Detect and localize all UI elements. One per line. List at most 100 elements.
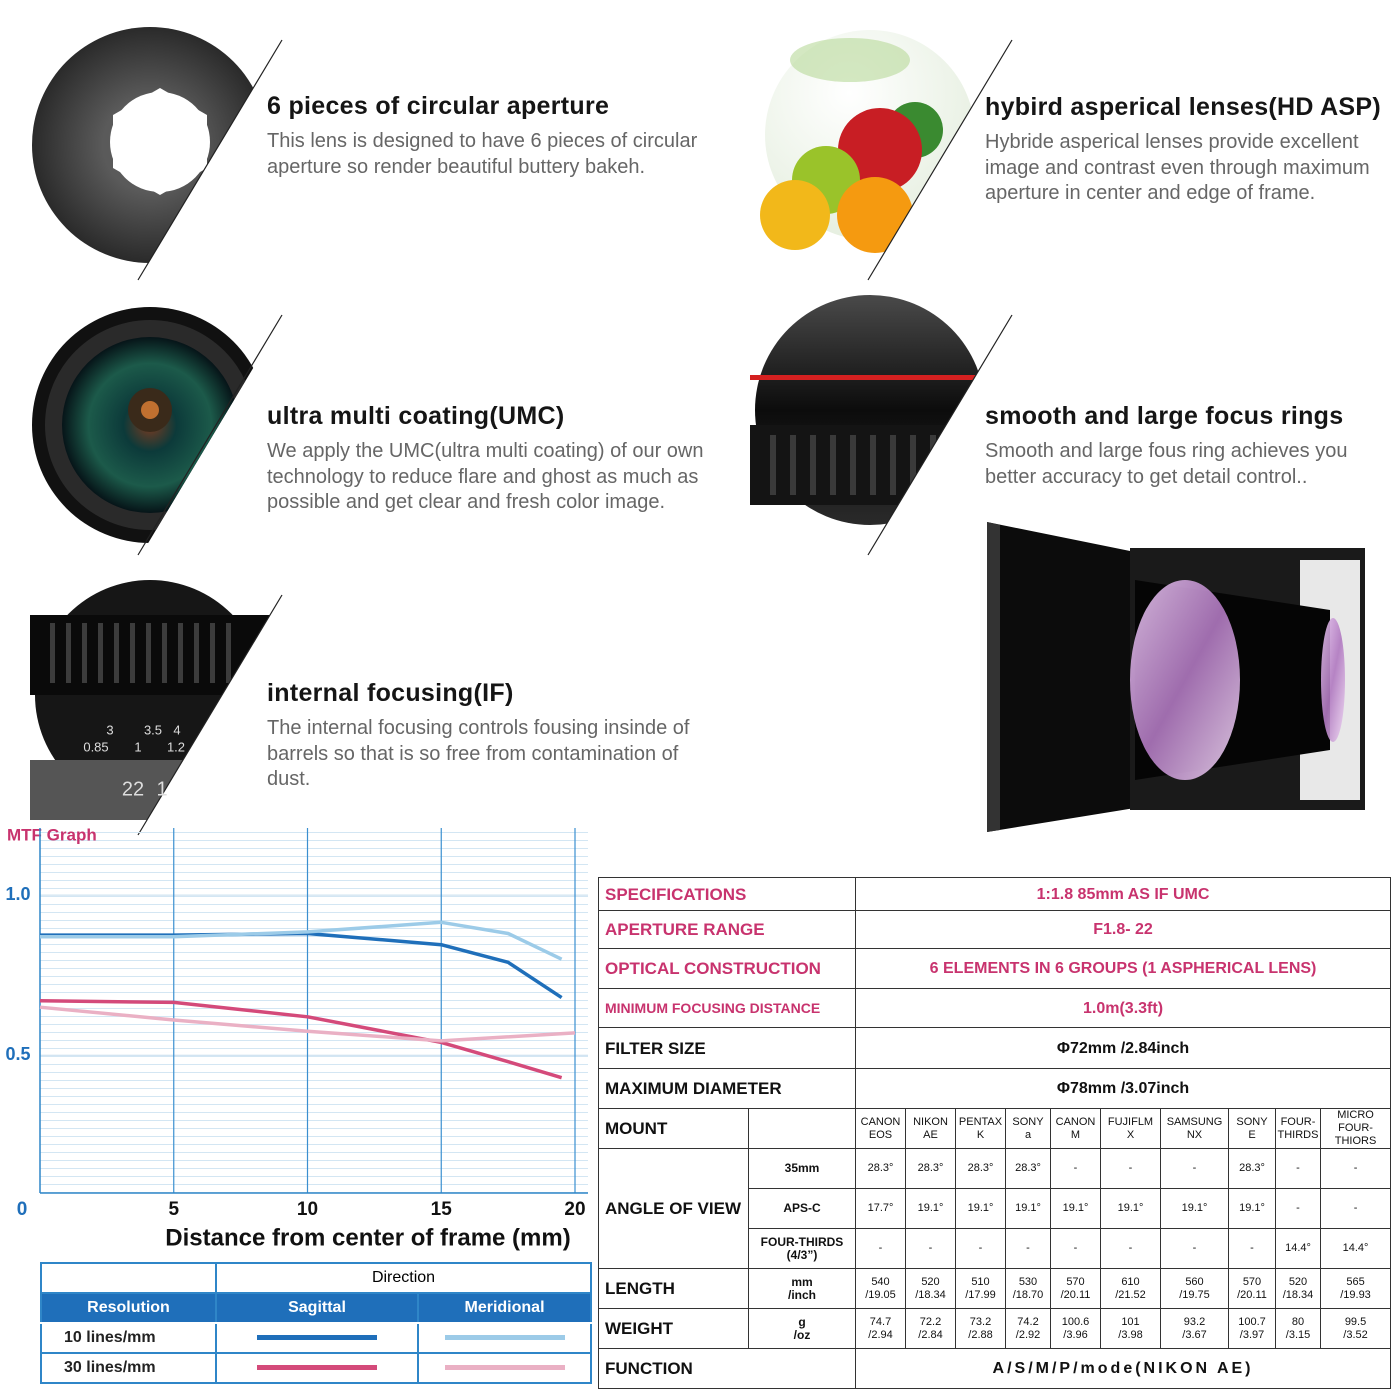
feature-title: ultra multi coating(UMC) xyxy=(267,402,565,430)
decoration xyxy=(987,522,1135,832)
spec-cell: - xyxy=(905,1228,956,1269)
feature-title: smooth and large focus rings xyxy=(985,402,1344,430)
series-line xyxy=(40,920,563,961)
lens-scale-label: 3.5 xyxy=(144,722,162,737)
spec-label: FUNCTION xyxy=(598,1348,856,1389)
legend-blank xyxy=(40,1262,217,1294)
plot-background xyxy=(40,828,588,1193)
lens-scale-label: 1.2 xyxy=(167,739,185,754)
x-tick-label: 10 xyxy=(297,1199,318,1220)
feature-text: We apply the UMC(ultra multi coating) of… xyxy=(267,440,704,513)
legend-swatch xyxy=(444,1335,565,1341)
feature-title: hybird asperical lenses(HD ASP) xyxy=(985,93,1382,121)
decoration xyxy=(66,623,71,683)
spec-cell: 28.3° xyxy=(855,1148,906,1189)
decoration xyxy=(810,435,816,495)
spec-cell: 560 /19.75 xyxy=(1160,1268,1229,1309)
legend-column: Sagittal xyxy=(215,1292,419,1324)
decoration xyxy=(194,623,199,683)
legend-row: 10 lines/mm xyxy=(40,1322,217,1354)
spec-cell: 99.5 /3.52 xyxy=(1319,1308,1392,1349)
mount-name: CANON EOS xyxy=(855,1108,906,1149)
spec-cell: - xyxy=(1100,1148,1161,1189)
x-tick-label: 5 xyxy=(168,1199,179,1220)
lens-scale-label: 22 xyxy=(122,778,144,800)
spec-value: A/S/M/P/mode(NIKON AE) xyxy=(854,1348,1392,1389)
focus-ring-image xyxy=(750,295,1013,556)
x-tick-label: 0 xyxy=(17,1199,28,1220)
spec-unit: 35mm xyxy=(748,1148,856,1189)
decoration xyxy=(178,623,183,683)
spec-cell: 610 /21.52 xyxy=(1100,1268,1161,1309)
mount-name: PENTAX K xyxy=(955,1108,1006,1149)
x-axis-label: Distance from center of frame (mm) xyxy=(165,1224,570,1251)
spec-cell: 19.1° xyxy=(1160,1188,1229,1229)
decoration xyxy=(114,623,119,683)
coating-image xyxy=(32,307,283,556)
spec-unit: g /oz xyxy=(748,1308,856,1349)
decoration xyxy=(867,39,1013,281)
spec-cell: 520 /18.34 xyxy=(1275,1268,1321,1309)
decoration xyxy=(82,623,87,683)
decoration xyxy=(141,401,159,419)
decoration xyxy=(837,177,913,253)
spec-cell: 520 /18.34 xyxy=(905,1268,956,1309)
spec-cell: 72.2 /2.84 xyxy=(905,1308,956,1349)
spec-cell: - xyxy=(955,1228,1006,1269)
decoration xyxy=(750,295,1010,525)
decoration xyxy=(137,39,283,281)
spec-cell: - xyxy=(1160,1148,1229,1189)
decoration xyxy=(760,180,830,250)
decoration: Direction xyxy=(40,1262,593,1294)
feature-title: 6 pieces of circular aperture xyxy=(267,92,610,120)
spec-label: MOUNT xyxy=(598,1108,749,1149)
decoration xyxy=(130,623,135,683)
feature-title: internal focusing(IF) xyxy=(267,679,514,707)
spec-cell: - xyxy=(855,1228,906,1269)
decoration xyxy=(987,522,1000,832)
spec-cell: - xyxy=(1228,1228,1276,1269)
spec-cell: 14.4° xyxy=(1319,1228,1392,1269)
decoration xyxy=(50,623,55,683)
legend-row: 30 lines/mm xyxy=(40,1352,217,1384)
spec-row: MOUNT CANON EOS NIKON AE PENTAX K SONY a CANO… xyxy=(598,1108,1392,1149)
lens-scale-label: 0.85 xyxy=(83,739,108,754)
mount-name: NIKON AE xyxy=(905,1108,956,1149)
spec-row: WEIGHT g /oz 74.7 /2.94 72.2 /2.84 73.2 /2.8… xyxy=(598,1308,1392,1349)
spec-label: APERTURE RANGE xyxy=(598,910,856,949)
spec-cell: 28.3° xyxy=(1005,1148,1051,1189)
decoration xyxy=(890,435,896,495)
legend-cell xyxy=(215,1352,419,1384)
mount-name: FUJIFLM X xyxy=(1100,1108,1161,1149)
spec-blank xyxy=(748,1108,856,1149)
feature-text: Hybride asperical lenses provide excelle… xyxy=(985,131,1370,204)
legend-cell xyxy=(416,1322,593,1354)
y-tick-label: 1.0 xyxy=(5,884,30,904)
feature-text: The internal focusing controls fousing i… xyxy=(267,717,690,790)
decoration xyxy=(910,435,916,495)
feature: smooth and large focus rings Smooth and l… xyxy=(985,402,1385,490)
decoration xyxy=(162,623,167,683)
spec-cell: 101 /3.98 xyxy=(1100,1308,1161,1349)
mount-name: SONY a xyxy=(1005,1108,1051,1149)
mount-name: CANON M xyxy=(1050,1108,1101,1149)
spec-row: LENGTH mm /inch 540 /19.05 520 /18.34 510 /1… xyxy=(598,1268,1392,1309)
x-tick-label: 20 xyxy=(564,1199,585,1220)
spec-row: APERTURE RANGE F1.8- 22 xyxy=(598,910,1392,949)
legend-swatch xyxy=(257,1335,377,1341)
spec-cell: - xyxy=(1275,1148,1321,1189)
spec-cell: 530 /18.70 xyxy=(1005,1268,1051,1309)
spec-unit: FOUR-THIRDS (4/3”) xyxy=(748,1228,856,1269)
spec-cell: 74.2 /2.92 xyxy=(1005,1308,1051,1349)
spec-cell: 74.7 /2.94 xyxy=(855,1308,906,1349)
decoration xyxy=(790,38,910,82)
spec-row: FUNCTION A/S/M/P/mode(NIKON AE) xyxy=(598,1348,1392,1389)
spec-row: OPTICAL CONSTRUCTION 6 ELEMENTS IN 6 GROU… xyxy=(598,948,1392,989)
legend-cell xyxy=(215,1322,419,1354)
spec-value: Φ78mm /3.07inch xyxy=(854,1068,1392,1109)
spec-cell: 19.1° xyxy=(1100,1188,1161,1229)
spec-label: SPECIFICATIONS xyxy=(598,877,856,911)
legend-swatch xyxy=(444,1365,565,1371)
spec-cell: - xyxy=(1160,1228,1229,1269)
